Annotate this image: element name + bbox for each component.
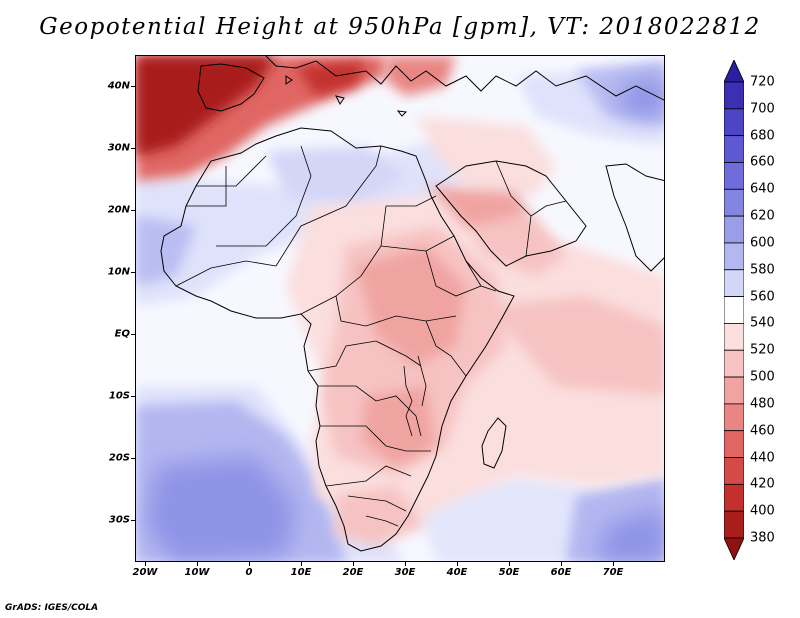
country-borders <box>175 145 567 527</box>
field-strong-red <box>356 186 531 466</box>
colorbar-segment <box>724 510 744 539</box>
colorbar-label: 520 <box>750 342 775 358</box>
lat-label-10s: 10S <box>108 390 130 402</box>
colorbar-label: 620 <box>750 208 775 224</box>
colorbar-label: 640 <box>750 181 775 197</box>
colorbar-segment <box>724 349 744 378</box>
colorbar-label: 680 <box>750 128 775 144</box>
chart-title: Geopotential Height at 950hPa [gpm], VT:… <box>39 14 761 40</box>
colorbar-top-triangle <box>724 60 744 83</box>
colorbar-segment <box>724 81 744 110</box>
lon-tick <box>249 562 250 566</box>
europe-coastline <box>265 56 664 101</box>
colorbar-segment <box>724 108 744 137</box>
lat-tick <box>131 210 135 211</box>
mediterranean-islands <box>285 75 408 117</box>
field-balkan-red <box>386 56 456 96</box>
colorbar-label: 400 <box>750 503 775 519</box>
colorbar-label: 580 <box>750 262 775 278</box>
coastlines <box>160 56 664 552</box>
lon-tick <box>509 562 510 566</box>
grads-credit: GrADS: IGES/COLA <box>5 603 99 613</box>
india-coastline <box>605 163 664 272</box>
africa-coastline <box>160 127 515 552</box>
colorbar-segment <box>724 242 744 271</box>
lon-label-0: 0 <box>245 567 253 578</box>
colorbar-label: 500 <box>750 369 775 385</box>
lat-tick <box>131 396 135 397</box>
lat-label-10n: 10N <box>107 266 130 278</box>
lon-label-40e: 40E <box>446 567 468 578</box>
lat-tick <box>131 334 135 335</box>
colorbar <box>724 60 744 560</box>
lat-tick <box>131 148 135 149</box>
colorbar-segment <box>724 323 744 351</box>
colorbar-segment <box>724 483 744 512</box>
colorbar-label: 440 <box>750 450 775 466</box>
colorbar-segment <box>724 457 744 485</box>
lon-label-30e: 30E <box>394 567 416 578</box>
lat-tick <box>131 86 135 87</box>
lon-label-20e: 20E <box>342 567 364 578</box>
lon-tick <box>353 562 354 566</box>
lat-label-eq: EQ <box>114 328 130 340</box>
lat-label-30s: 30S <box>108 514 130 526</box>
lat-tick <box>131 272 135 273</box>
field-iberia-dark-red <box>136 56 366 156</box>
colorbar-segment <box>724 269 744 297</box>
lat-tick <box>131 520 135 521</box>
colorbar-segment <box>724 376 744 405</box>
colorbar-label: 480 <box>750 396 775 412</box>
lat-label-20n: 20N <box>107 204 130 216</box>
lon-tick <box>197 562 198 566</box>
lon-label-20w: 20W <box>132 567 158 578</box>
lon-label-10w: 10W <box>184 567 210 578</box>
colorbar-segment <box>724 188 744 217</box>
field-dark-blue <box>146 76 664 561</box>
lon-tick <box>405 562 406 566</box>
colorbar-segment <box>724 135 744 163</box>
colorbar-segment <box>724 403 744 432</box>
colorbar-segment <box>724 296 744 324</box>
lon-label-10e: 10E <box>290 567 312 578</box>
colorbar-label: 720 <box>750 74 775 90</box>
colorbar-label: 540 <box>750 315 775 331</box>
colorbar-segment <box>724 215 744 244</box>
colorbar-label: 380 <box>750 530 775 546</box>
colorbar-label: 600 <box>750 235 775 251</box>
colorbar-label: 660 <box>750 154 775 170</box>
lat-label-30n: 30N <box>107 142 130 154</box>
lon-label-60e: 60E <box>550 567 572 578</box>
lon-tick <box>301 562 302 566</box>
iberia-coastline <box>197 63 265 112</box>
colorbar-label: 560 <box>750 289 775 305</box>
map-svg <box>136 56 664 561</box>
lat-tick <box>131 458 135 459</box>
lon-label-50e: 50E <box>498 567 520 578</box>
colorbar-bottom-triangle <box>724 537 744 560</box>
lon-tick <box>145 562 146 566</box>
colorbar-label: 700 <box>750 101 775 117</box>
lon-tick <box>613 562 614 566</box>
madagascar-coastline <box>481 417 507 469</box>
lat-label-20s: 20S <box>108 452 130 464</box>
map-panel <box>135 55 665 562</box>
lat-label-40n: 40N <box>107 80 130 92</box>
colorbar-segment <box>724 430 744 458</box>
lon-label-70e: 70E <box>602 567 624 578</box>
lon-tick <box>457 562 458 566</box>
arabia-coastline <box>435 160 587 267</box>
colorbar-segment <box>724 162 744 190</box>
colorbar-label: 420 <box>750 476 775 492</box>
lon-tick <box>561 562 562 566</box>
colorbar-label: 460 <box>750 423 775 439</box>
